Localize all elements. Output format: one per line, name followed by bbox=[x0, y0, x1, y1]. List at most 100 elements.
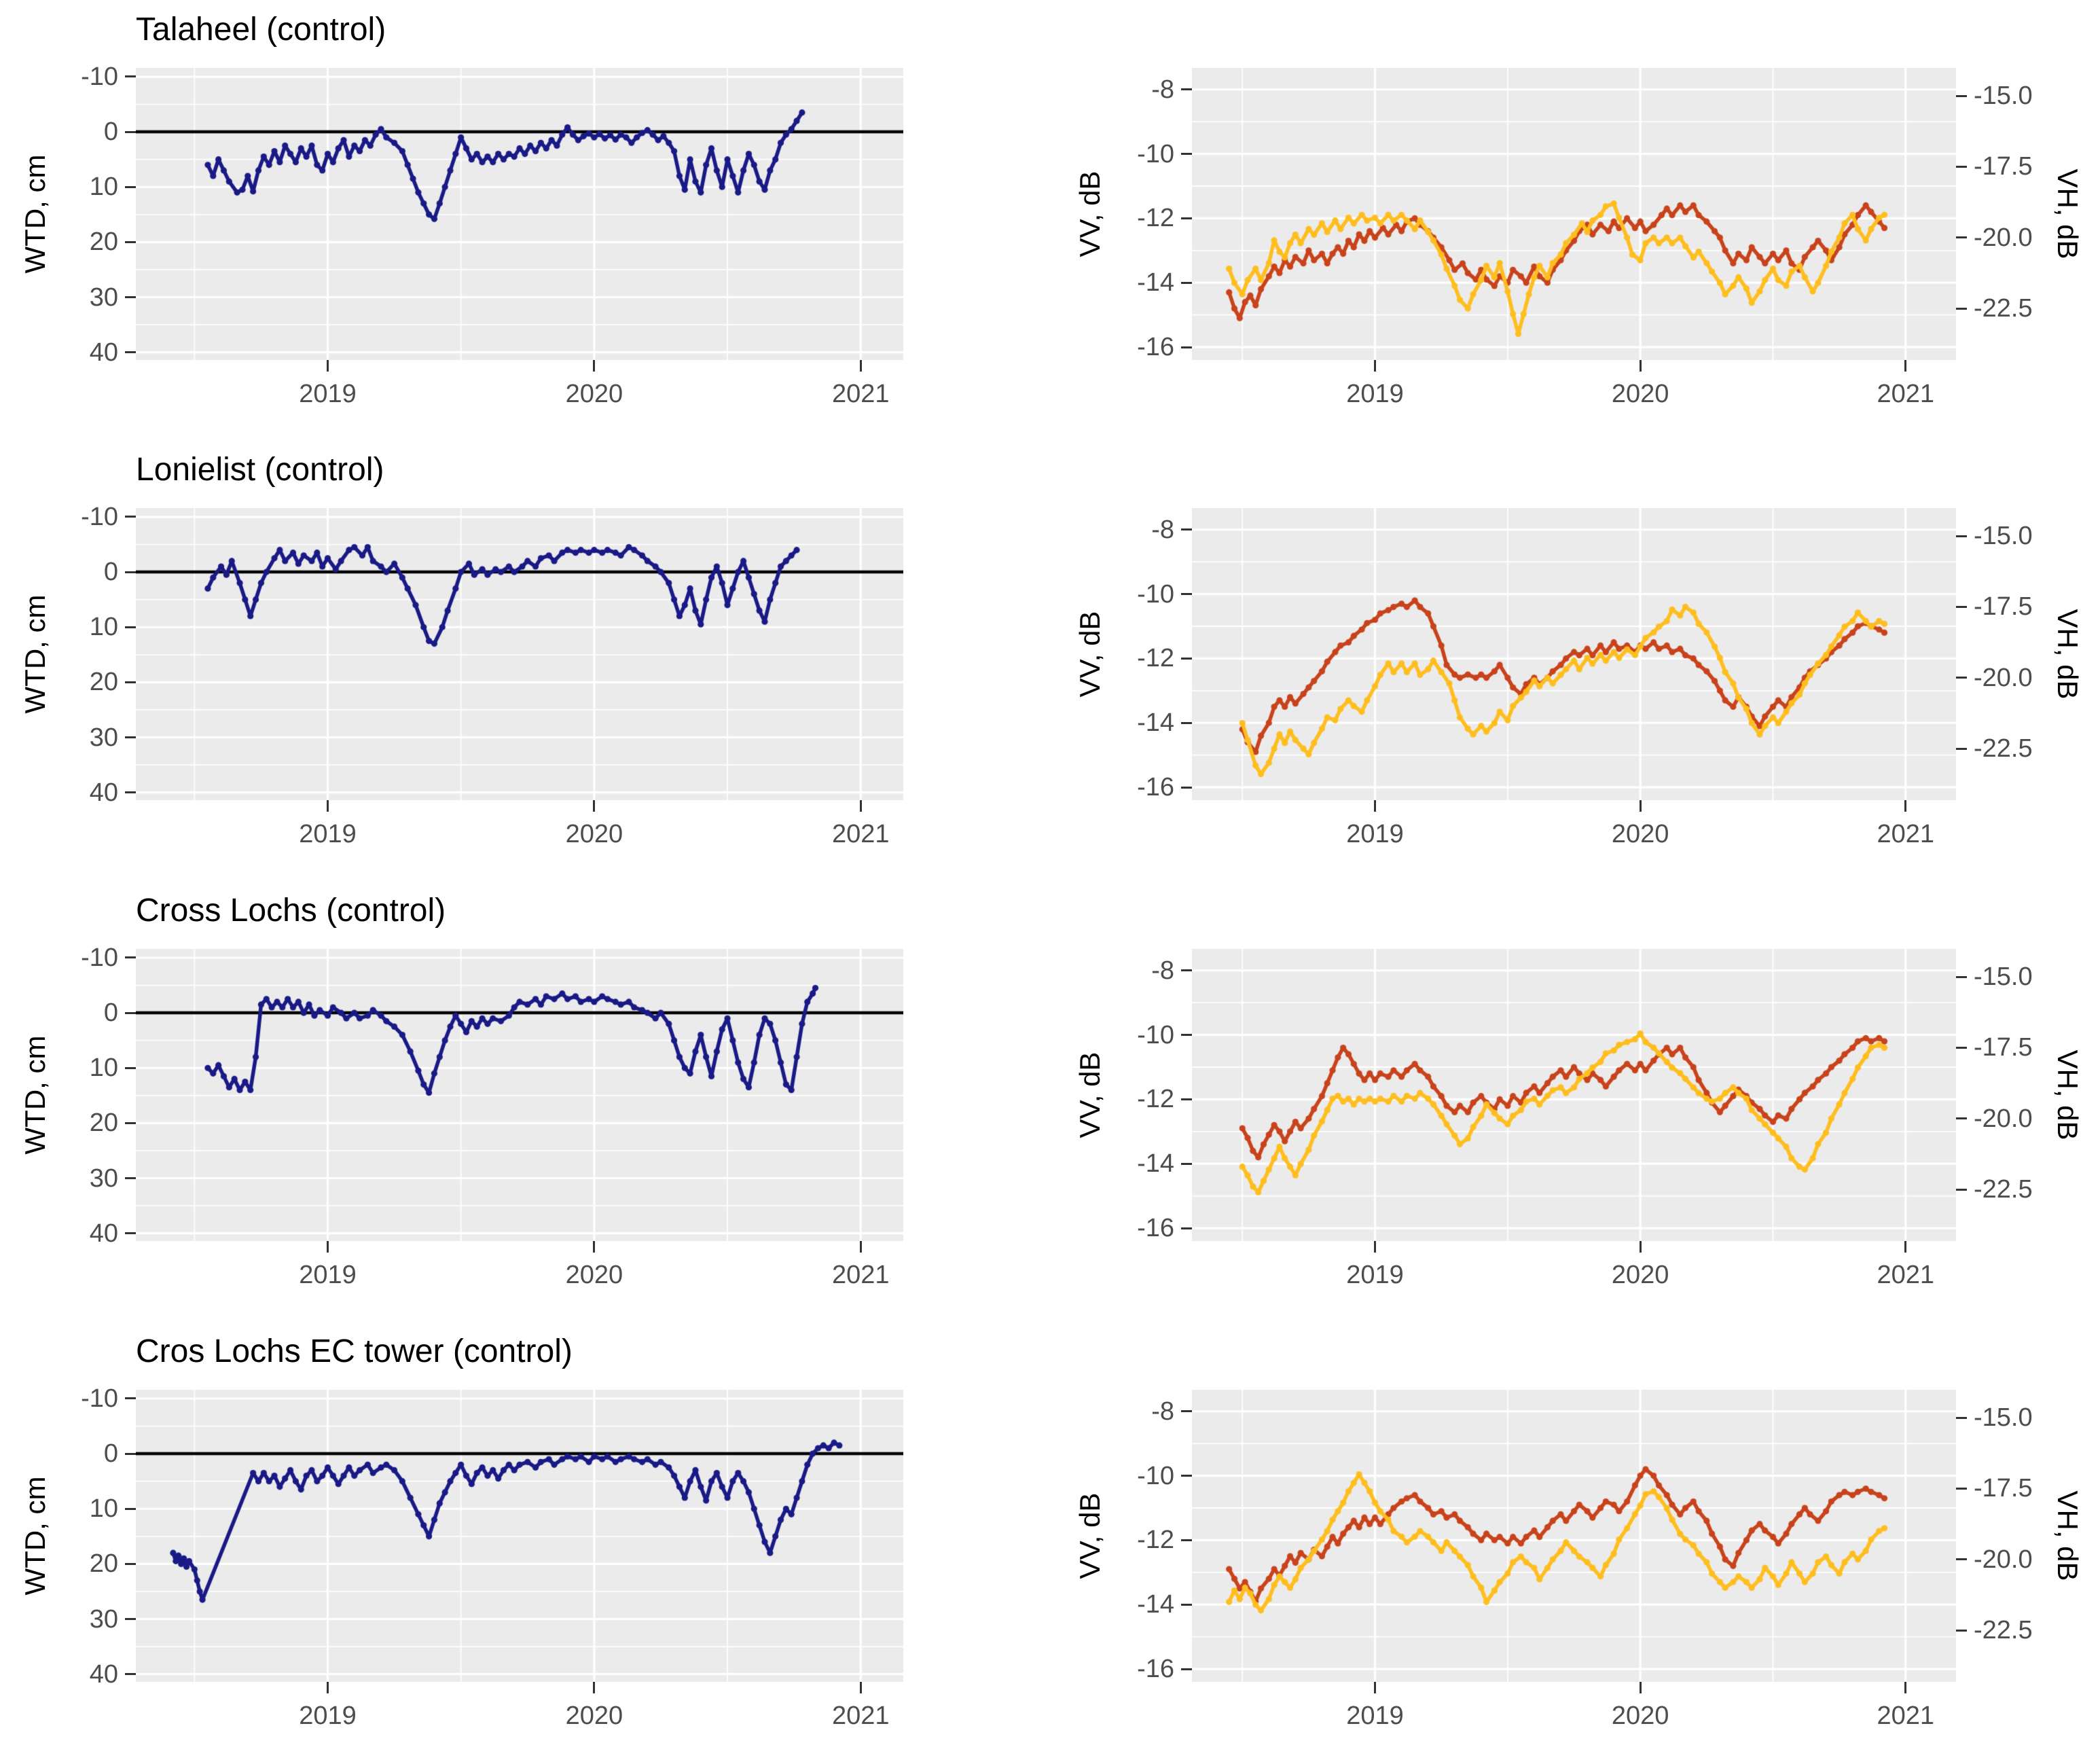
y-tick-label: -16 bbox=[1137, 773, 1174, 802]
chart-lonielist-sar: VV, dB VH, dB 2019 2020 2021 -8 -10 -12 -14 -16… bbox=[0, 440, 2100, 881]
y2-tick-mark bbox=[1956, 307, 1967, 310]
y-tick-mark bbox=[125, 1562, 136, 1565]
plot-panel bbox=[1192, 949, 1956, 1241]
y2-tick-mark bbox=[1956, 1117, 1967, 1120]
y-tick-mark bbox=[125, 626, 136, 628]
x-tick-label: 2020 bbox=[1611, 1261, 1669, 1289]
y-tick-label: -14 bbox=[1137, 268, 1174, 298]
y-tick-label: -12 bbox=[1137, 644, 1174, 673]
y-tick-label: 40 bbox=[89, 338, 118, 367]
x-tick-label: 2019 bbox=[299, 1261, 357, 1289]
x-tick-mark bbox=[1374, 1241, 1377, 1253]
y-tick-mark bbox=[125, 296, 136, 298]
y2-tick-label: -17.5 bbox=[1974, 152, 2033, 181]
chart-title: Cros Lochs EC tower (control) bbox=[136, 1333, 573, 1369]
chart-title: Cross Lochs (control) bbox=[136, 893, 446, 929]
y-tick-label: 20 bbox=[89, 1109, 118, 1138]
chart-crosslochs-sar: VV, dB VH, dB 2019 2020 2021 -8 -10 -12 -14 -16… bbox=[0, 881, 2100, 1322]
y2-tick-mark bbox=[1956, 94, 1967, 97]
y-tick-mark bbox=[125, 1011, 136, 1014]
y-tick-mark bbox=[1181, 1668, 1192, 1670]
y-tick-label: 30 bbox=[89, 1604, 118, 1634]
x-tick-label: 2020 bbox=[1611, 1702, 1669, 1730]
x-tick-label: 2020 bbox=[1611, 380, 1669, 408]
x-tick-mark bbox=[327, 800, 329, 812]
y-tick-label: 10 bbox=[89, 173, 118, 202]
chart-talaheel-sar: VV, dB VH, dB 2019 2020 2021 -8 -10 -12 -14 -16… bbox=[0, 0, 2100, 441]
y-tick-mark bbox=[125, 1066, 136, 1069]
x-tick-mark bbox=[859, 1682, 862, 1693]
x-tick-mark bbox=[593, 360, 596, 372]
x-tick-mark bbox=[1904, 360, 1907, 372]
y-tick-mark bbox=[1181, 528, 1192, 531]
y-tick-mark bbox=[1181, 1410, 1192, 1413]
y-tick-label: -10 bbox=[1137, 1461, 1174, 1490]
x-tick-mark bbox=[593, 1682, 596, 1693]
x-tick-label: 2019 bbox=[1346, 1702, 1404, 1730]
y2-tick-label: -15.0 bbox=[1974, 1403, 2033, 1433]
plot-panel bbox=[136, 1390, 903, 1682]
x-tick-mark bbox=[1374, 800, 1377, 812]
y-tick-label: 40 bbox=[89, 778, 118, 807]
y2-tick-label: -22.5 bbox=[1974, 1175, 2033, 1204]
x-tick-mark bbox=[1639, 360, 1642, 372]
y-tick-label: -12 bbox=[1137, 1085, 1174, 1114]
x-tick-label: 2019 bbox=[299, 380, 357, 408]
y2-tick-mark bbox=[1956, 1188, 1967, 1191]
x-tick-mark bbox=[859, 360, 862, 372]
y-tick-label: 0 bbox=[103, 999, 118, 1028]
y-tick-label: -16 bbox=[1137, 1655, 1174, 1684]
y2-tick-mark bbox=[1956, 535, 1967, 537]
y2-tick-label: -17.5 bbox=[1974, 1033, 2033, 1062]
chart-ectower-wtd: Cros Lochs EC tower (control) WTD, cm 20… bbox=[0, 1322, 2100, 1762]
plot-panel bbox=[136, 949, 903, 1241]
y2-tick-mark bbox=[1956, 975, 1967, 978]
y-tick-mark bbox=[1181, 721, 1192, 724]
y-tick-mark bbox=[125, 130, 136, 133]
y-tick-mark bbox=[125, 1618, 136, 1620]
y2-tick-mark bbox=[1956, 1416, 1967, 1419]
y-tick-mark bbox=[125, 736, 136, 738]
y-tick-label: -16 bbox=[1137, 333, 1174, 362]
y-tick-label: -10 bbox=[1137, 1020, 1174, 1049]
y-tick-label: 10 bbox=[89, 1054, 118, 1083]
y-tick-mark bbox=[1181, 1098, 1192, 1100]
y2-tick-mark bbox=[1956, 747, 1967, 750]
y2-tick-mark bbox=[1956, 165, 1967, 168]
x-tick-label: 2019 bbox=[299, 820, 357, 848]
y2-tick-label: -15.0 bbox=[1974, 82, 2033, 111]
chart-crosslochs-wtd: Cross Lochs (control) WTD, cm 2019 2020 20… bbox=[0, 881, 2100, 1322]
x-tick-label: 2020 bbox=[565, 380, 623, 408]
x-tick-mark bbox=[593, 800, 596, 812]
x-tick-mark bbox=[859, 1241, 862, 1253]
chart-title: Talaheel (control) bbox=[136, 12, 386, 48]
x-tick-label: 2020 bbox=[1611, 820, 1669, 848]
y-tick-label: -14 bbox=[1137, 1590, 1174, 1619]
y-tick-mark bbox=[1181, 153, 1192, 156]
y-tick-mark bbox=[125, 1452, 136, 1455]
y2-tick-mark bbox=[1956, 236, 1967, 239]
y-tick-label: 20 bbox=[89, 1549, 118, 1579]
chart-title: Lonielist (control) bbox=[136, 452, 384, 488]
y-tick-label: -14 bbox=[1137, 1149, 1174, 1179]
x-tick-mark bbox=[1374, 1682, 1377, 1693]
y-tick-label: 20 bbox=[89, 228, 118, 257]
x-tick-mark bbox=[1904, 1682, 1907, 1693]
x-tick-mark bbox=[1639, 800, 1642, 812]
x-tick-mark bbox=[327, 360, 329, 372]
y-tick-mark bbox=[125, 75, 136, 78]
y2-tick-label: -17.5 bbox=[1974, 1474, 2033, 1503]
chart-ectower-sar: VV, dB VH, dB 2019 2020 2021 -8 -10 -12 -14 -16… bbox=[0, 1322, 2100, 1762]
y-tick-label: -8 bbox=[1151, 1397, 1174, 1426]
y-tick-mark bbox=[125, 1397, 136, 1400]
y-tick-mark bbox=[125, 351, 136, 354]
y-tick-mark bbox=[125, 1507, 136, 1510]
y2-tick-label: -17.5 bbox=[1974, 592, 2033, 622]
x-tick-mark bbox=[1904, 800, 1907, 812]
y-tick-label: 30 bbox=[89, 1164, 118, 1193]
y-tick-mark bbox=[1181, 1475, 1192, 1477]
x-tick-label: 2020 bbox=[565, 1261, 623, 1289]
y-tick-mark bbox=[1181, 88, 1192, 91]
y2-tick-mark bbox=[1956, 1487, 1967, 1490]
